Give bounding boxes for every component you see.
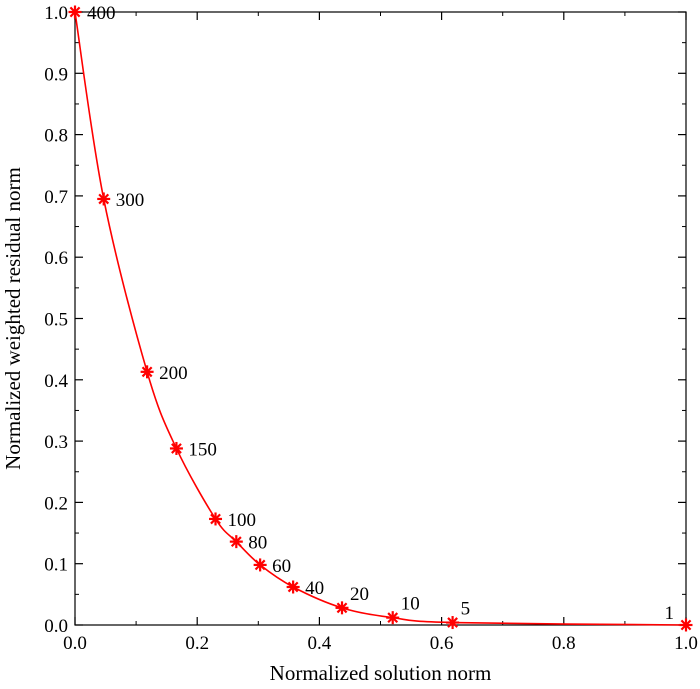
y-tick-label: 0.5: [44, 310, 68, 331]
y-tick-label: 0.2: [44, 493, 68, 514]
data-point-label: 300: [116, 190, 145, 211]
y-tick-label: 1.0: [44, 3, 68, 24]
y-tick-label: 0.7: [44, 187, 68, 208]
data-point-label: 5: [461, 599, 471, 620]
data-point-label: 200: [159, 363, 188, 384]
data-point-marker: [679, 618, 693, 632]
x-tick-label: 0.4: [308, 633, 332, 654]
y-tick-label: 0.6: [44, 248, 68, 269]
data-point-marker: [169, 441, 183, 455]
x-tick-label: 0.8: [552, 633, 576, 654]
data-point-marker: [335, 601, 349, 615]
y-tick-label: 0.4: [44, 371, 68, 392]
x-tick-label: 0.0: [63, 633, 87, 654]
data-point-label: 100: [228, 510, 257, 531]
data-point-marker: [253, 558, 267, 572]
y-tick-label: 0.3: [44, 432, 68, 453]
series-line: [74, 11, 687, 626]
y-tick-label: 0.0: [44, 616, 68, 637]
x-tick-label: 1.0: [674, 633, 698, 654]
data-point-marker: [229, 535, 243, 549]
data-point-label: 40: [305, 578, 324, 599]
plot-frame: [74, 11, 687, 626]
y-tick-label: 0.1: [44, 555, 68, 576]
data-point-label: 20: [350, 584, 369, 605]
data-point-label: 400: [87, 3, 116, 24]
data-point-label: 150: [188, 439, 217, 460]
x-axis: 0.0 0.2 0.4 0.6 0.8 1.0: [63, 12, 698, 654]
data-point-marker: [140, 365, 154, 379]
x-axis-title: Normalized solution norm: [270, 661, 492, 685]
data-point-marker: [286, 580, 300, 594]
y-axis-title: Normalized weighted residual norm: [1, 167, 25, 470]
data-point-marker: [97, 192, 111, 206]
data-point-marker: [386, 611, 400, 625]
y-axis: 0.0 0.1 0.2 0.3 0.4 0.5 0.6 0.7 0.8 0.9 1.0: [44, 3, 686, 637]
data-point-marker: [209, 512, 223, 526]
data-point-label: 80: [248, 533, 267, 554]
x-tick-label: 0.6: [430, 633, 454, 654]
data-point-marker: [68, 5, 82, 19]
data-point-label: 1: [665, 603, 675, 624]
data-point-label: 60: [272, 556, 291, 577]
y-tick-label: 0.8: [44, 126, 68, 147]
data-point-marker: [446, 616, 460, 630]
y-tick-label: 0.9: [44, 64, 68, 85]
x-tick-label: 0.2: [185, 633, 209, 654]
data-point-label: 10: [401, 594, 420, 615]
